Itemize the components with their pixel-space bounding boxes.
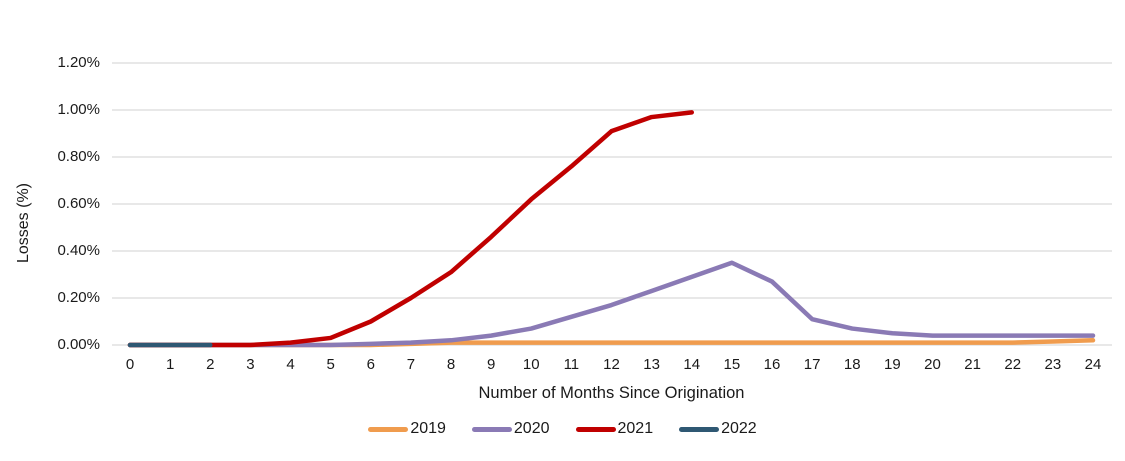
x-tick-label-4: 4: [286, 356, 295, 373]
legend-item-2022: 2022: [679, 420, 757, 438]
legend-swatch-2019: [368, 426, 409, 432]
x-tick-label-13: 13: [643, 356, 660, 373]
x-tick-label-0: 0: [125, 356, 135, 373]
x-tick-label-19: 19: [884, 356, 901, 373]
legend-swatch-2022: [679, 426, 720, 432]
x-tick-label-2: 2: [206, 356, 215, 373]
x-tick-label-11: 11: [563, 356, 580, 373]
x-tick-label-15: 15: [723, 356, 741, 373]
x-tick-label-5: 5: [326, 356, 335, 373]
x-tick-label-1: 1: [165, 356, 175, 373]
y-tick-label-0.60%: 0.60%: [57, 195, 100, 212]
legend-label-2020: 2020: [513, 420, 550, 437]
x-tick-label-8: 8: [446, 356, 456, 373]
y-tick-label-0.20%: 0.20%: [57, 289, 100, 306]
legend-item-2021: 2021: [575, 420, 654, 438]
x-tick-label-3: 3: [246, 356, 255, 373]
y-tick-label-1.00%: 1.00%: [57, 101, 100, 118]
x-tick-label-23: 23: [1044, 356, 1062, 373]
x-tick-label-22: 22: [1004, 356, 1022, 373]
y-tick-label-0.40%: 0.40%: [57, 242, 100, 259]
legend: 2019 2020 2021 2022: [0, 420, 1125, 438]
legend-label-2022: 2022: [721, 420, 757, 437]
x-axis-title: Number of Months Since Origination: [478, 384, 745, 402]
legend-swatch-2020: [471, 426, 512, 432]
legend-label-2021: 2021: [617, 420, 654, 437]
x-tick-label-20: 20: [924, 356, 941, 373]
series-line-2021: [127, 110, 694, 348]
x-tick-label-10: 10: [522, 356, 540, 373]
y-tick-label-0.80%: 0.80%: [57, 148, 100, 165]
x-tick-label-9: 9: [486, 356, 496, 373]
legend-label-2019: 2019: [410, 420, 446, 437]
x-tick-label-24: 24: [1084, 356, 1102, 373]
x-tick-label-7: 7: [406, 356, 416, 373]
legend-swatch-2021: [575, 426, 616, 432]
y-tick-label-1.20%: 1.20%: [57, 54, 100, 71]
x-tick-label-21: 21: [964, 356, 981, 373]
x-tick-label-16: 16: [763, 356, 781, 373]
x-tick-label-6: 6: [366, 356, 375, 373]
y-tick-label-0.00%: 0.00%: [57, 336, 100, 353]
legend-item-2019: 2019: [368, 420, 446, 438]
legend-item-2020: 2020: [471, 420, 550, 438]
x-tick-label-17: 17: [803, 356, 821, 373]
series-line-2020: [127, 260, 1096, 348]
x-tick-label-18: 18: [843, 356, 861, 373]
x-tick-label-14: 14: [683, 356, 701, 373]
x-tick-label-12: 12: [603, 356, 620, 373]
y-axis-title: Losses (%): [15, 182, 32, 264]
